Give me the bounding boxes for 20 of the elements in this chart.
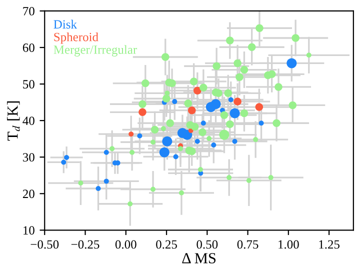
x-tick-label: −0.25	[71, 240, 100, 249]
x-tick-label: 1.25	[319, 240, 340, 249]
y-tick-label: 40	[22, 116, 34, 126]
y-tick-label: 10	[24, 226, 34, 235]
x-tick-label: 0.75	[237, 240, 258, 249]
x-tick-label: 0.50	[196, 240, 218, 249]
y-axis-title: T$_{d}$ [K]	[7, 101, 20, 141]
x-axis-title: Δ MS	[182, 253, 216, 264]
series-label: Merger/Irregular	[54, 45, 138, 56]
y-tick-label: 50	[23, 80, 34, 88]
x-tick-label: −0.50	[30, 240, 59, 249]
x-tick-label: 1.00	[278, 240, 299, 249]
x-tick-label: 0.00	[115, 240, 136, 249]
x-tick-label: 0.25	[156, 240, 177, 249]
text: Spheroid	[54, 32, 98, 44]
text: Disk	[54, 20, 77, 29]
y-tick-label: 70	[23, 6, 34, 16]
y-tick-label: 60	[22, 44, 34, 52]
y-tick-label: 30	[23, 153, 34, 162]
y-tick-label: 20	[22, 190, 34, 198]
